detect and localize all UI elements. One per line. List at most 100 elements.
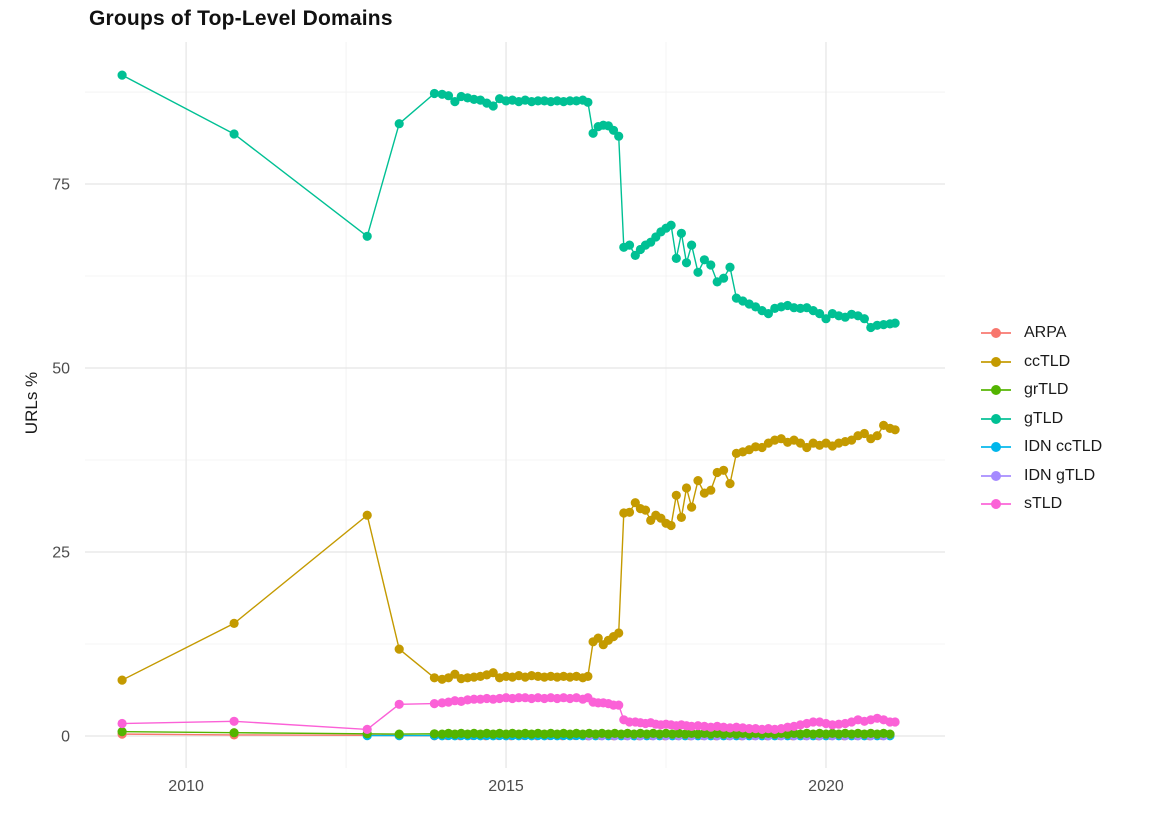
legend-label: IDN gTLD xyxy=(1024,466,1096,484)
legend-entry-idn-gtld: IDN gTLD xyxy=(981,462,1102,491)
data-point xyxy=(488,668,498,678)
data-point xyxy=(450,97,460,107)
legend-entry-gtld: gTLD xyxy=(981,405,1102,434)
data-point xyxy=(229,728,239,738)
data-point xyxy=(699,255,710,265)
legend: ARPA ccTLD grTLD gTLD IDN ccTLD IDN gTLD sTLD xyxy=(981,319,1102,519)
legend-entry-stld: sTLD xyxy=(981,490,1102,519)
series-gtld xyxy=(117,70,900,333)
data-point xyxy=(229,129,239,139)
data-point xyxy=(795,438,806,448)
data-point xyxy=(443,91,454,101)
data-point xyxy=(681,483,692,493)
legend-key-icon xyxy=(981,497,1011,511)
data-point xyxy=(890,425,900,435)
data-point xyxy=(676,512,687,523)
data-point xyxy=(763,309,774,319)
data-point xyxy=(671,253,681,263)
data-point xyxy=(117,718,127,729)
chart-title: Groups of Top-Level Domains xyxy=(89,7,393,30)
data-point xyxy=(583,671,593,682)
data-point xyxy=(565,96,575,106)
legend-label: grTLD xyxy=(1024,381,1069,399)
data-point xyxy=(847,435,857,445)
data-point xyxy=(624,507,635,517)
legend-key-icon xyxy=(981,440,1011,454)
legend-key-dot xyxy=(991,328,1001,339)
data-point xyxy=(229,716,239,726)
data-point xyxy=(890,717,900,727)
data-point xyxy=(757,442,767,453)
legend-key-dot xyxy=(991,442,1001,453)
data-point xyxy=(429,88,439,99)
legend-label: ARPA xyxy=(1024,324,1067,342)
data-point xyxy=(362,231,372,241)
data-point xyxy=(693,267,703,277)
data-point xyxy=(429,699,439,709)
series-line xyxy=(121,74,896,329)
data-point xyxy=(706,260,716,270)
legend-key-dot xyxy=(991,356,1001,367)
data-point xyxy=(859,428,870,439)
data-point xyxy=(614,700,624,710)
data-point xyxy=(608,125,619,135)
legend-entry-idn-cctld: IDN ccTLD xyxy=(981,433,1102,462)
series-cctld xyxy=(117,420,900,685)
data-point xyxy=(588,128,598,138)
y-tick-label: 50 xyxy=(52,361,70,378)
data-point xyxy=(117,727,127,737)
data-point xyxy=(514,693,524,703)
y-tick-label: 25 xyxy=(52,545,70,562)
data-point xyxy=(666,220,676,230)
data-point xyxy=(725,479,735,489)
series-grtld xyxy=(117,727,895,739)
x-tick-label: 2015 xyxy=(488,778,524,795)
grid-major xyxy=(85,42,945,768)
data-point xyxy=(687,240,697,250)
data-point xyxy=(429,673,439,683)
data-point xyxy=(693,476,703,486)
legend-label: IDN ccTLD xyxy=(1024,438,1103,456)
data-point xyxy=(362,724,372,735)
data-point xyxy=(117,70,127,80)
data-point xyxy=(687,502,697,512)
series-stld xyxy=(117,693,900,735)
data-point xyxy=(593,633,603,643)
data-point xyxy=(890,318,900,328)
x-tick-label: 2010 xyxy=(168,778,204,795)
data-point xyxy=(429,729,439,739)
data-point xyxy=(533,96,543,106)
data-point xyxy=(583,97,593,107)
data-point xyxy=(394,699,404,709)
data-point xyxy=(719,273,729,283)
grid-minor xyxy=(85,42,945,768)
legend-key-icon xyxy=(981,412,1011,426)
axis-tick-labels: 0 25 50 75 2010 2015 2020 xyxy=(52,177,844,795)
data-point xyxy=(802,442,812,453)
y-axis-title: URLs % xyxy=(22,371,41,435)
data-point xyxy=(671,490,681,500)
data-point xyxy=(808,717,818,727)
legend-entry-cctld: ccTLD xyxy=(981,348,1102,377)
data-point xyxy=(859,314,870,324)
data-point xyxy=(744,724,754,734)
legend-key-dot xyxy=(991,385,1001,396)
legend-label: sTLD xyxy=(1024,495,1063,513)
legend-key-icon xyxy=(981,355,1011,369)
legend-label: ccTLD xyxy=(1024,352,1071,370)
legend-entry-arpa: ARPA xyxy=(981,319,1102,348)
data-point xyxy=(676,228,687,238)
x-tick-label: 2020 xyxy=(808,778,844,795)
data-point xyxy=(488,101,498,111)
legend-key-dot xyxy=(991,499,1001,510)
data-point xyxy=(469,694,479,704)
series-line xyxy=(121,424,896,681)
legend-key-dot xyxy=(991,413,1001,424)
data-point xyxy=(706,485,716,495)
data-point xyxy=(719,465,729,475)
data-point xyxy=(885,729,895,739)
legend-key-dot xyxy=(991,470,1001,481)
legend-key-icon xyxy=(981,326,1011,340)
